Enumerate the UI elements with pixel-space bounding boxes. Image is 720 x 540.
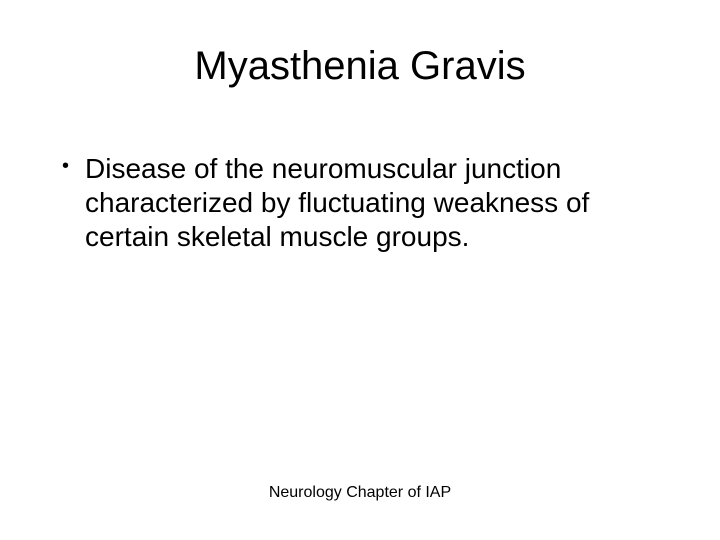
slide-body: • Disease of the neuromuscular junction …: [62, 152, 642, 254]
slide-title: Myasthenia Gravis: [0, 44, 720, 89]
bullet-marker-icon: •: [62, 154, 69, 178]
bullet-text: Disease of the neuromuscular junction ch…: [85, 152, 642, 254]
slide: Myasthenia Gravis • Disease of the neuro…: [0, 0, 720, 540]
bullet-item: • Disease of the neuromuscular junction …: [62, 152, 642, 254]
slide-footer: Neurology Chapter of IAP: [0, 484, 720, 502]
